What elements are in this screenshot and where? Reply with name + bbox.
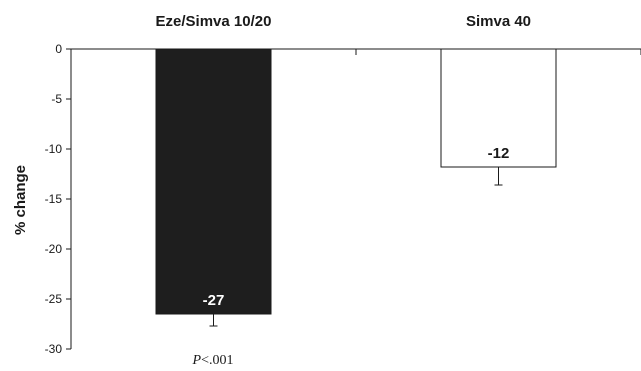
annotation-value: <.001 — [201, 353, 233, 368]
bar — [440, 48, 557, 168]
y-tick-label: -15 — [45, 192, 63, 206]
annotation-p: P — [192, 353, 202, 368]
y-tick-label: -25 — [45, 292, 63, 306]
y-tick-label: -5 — [51, 92, 62, 106]
y-tick-label: -10 — [45, 142, 63, 156]
value-label: -27 — [203, 292, 225, 309]
y-tick-label: 0 — [55, 42, 62, 56]
category-label: Simva 40 — [466, 13, 531, 30]
bars: -27 Eze/Simva 10/20 -12 Simva 40 — [155, 13, 557, 327]
value-label: -12 — [488, 145, 510, 162]
y-axis-title: % change — [12, 165, 29, 235]
significance-annotation: P<.001 — [192, 353, 234, 368]
y-tick-label: -30 — [45, 342, 63, 356]
category-label: Eze/Simva 10/20 — [156, 13, 272, 30]
y-tick-label: -20 — [45, 242, 63, 256]
bar — [155, 48, 272, 315]
